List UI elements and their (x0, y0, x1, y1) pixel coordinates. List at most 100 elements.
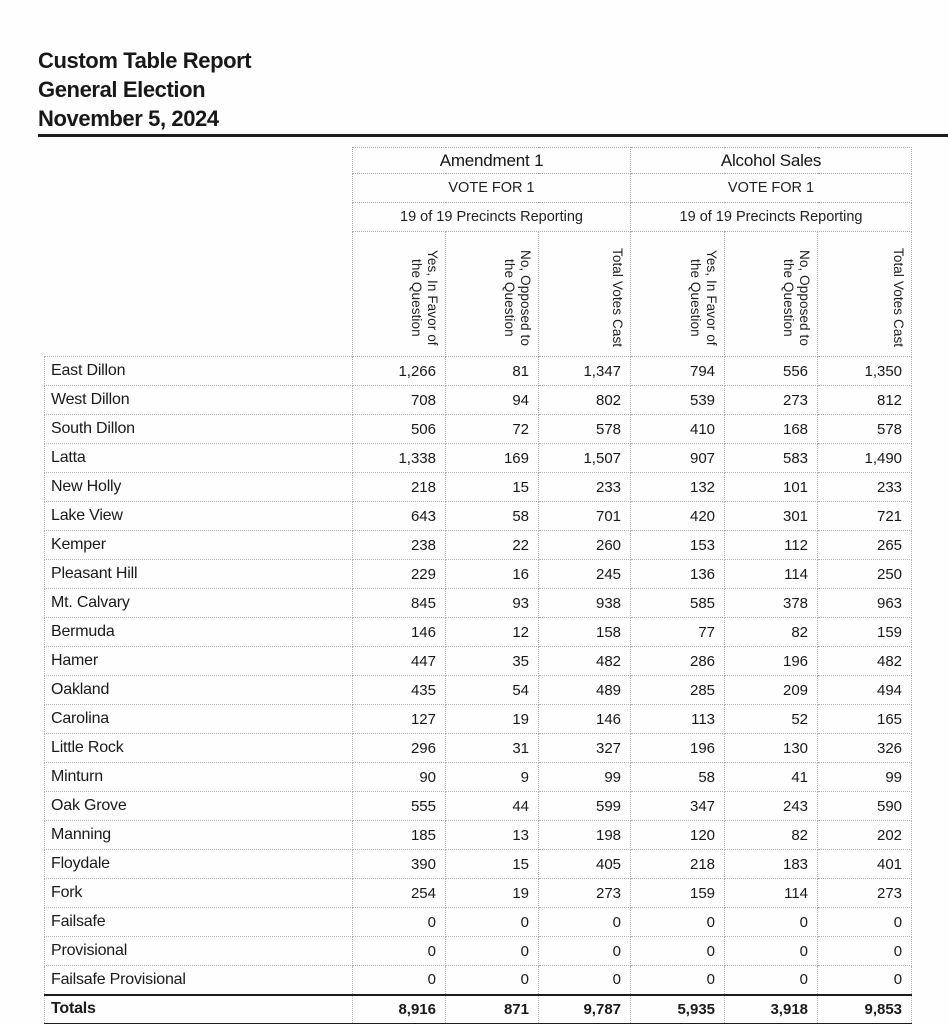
vote-count: 1,347 (537, 356, 632, 386)
vote-count: 410 (630, 414, 726, 444)
vote-count: 643 (352, 501, 446, 531)
vertical-text: Total Votes Cast (890, 239, 906, 356)
vote-count: 77 (630, 617, 726, 647)
vote-count: 94 (445, 385, 539, 415)
vote-count: 390 (352, 849, 446, 879)
vote-count: 165 (817, 704, 913, 734)
vote-count: 198 (537, 820, 632, 850)
column-header-row: Yes, In Favor of the Question No, Opposed … (45, 231, 913, 357)
vote-count: 405 (537, 849, 632, 879)
vote-count: 196 (724, 646, 819, 676)
vote-count: 0 (537, 965, 632, 995)
vote-count: 238 (352, 530, 446, 560)
vote-count: 9 (445, 762, 539, 792)
precinct-name: West Dillon (44, 385, 353, 415)
vote-count: 845 (352, 588, 446, 618)
vote-count: 0 (352, 936, 446, 966)
vote-count: 112 (724, 530, 819, 560)
vote-count: 378 (724, 588, 819, 618)
precinct-row: Carolina 127 19 146 113 52 165 (44, 704, 913, 734)
precinct-name: Carolina (44, 704, 353, 734)
column-header-line: Yes, In Favor of (704, 249, 720, 346)
precinct-row: Little Rock 296 31 327 196 130 326 (44, 733, 913, 763)
precinct-row: Kemper 238 22 260 153 112 265 (44, 530, 913, 560)
precinct-name: Bermuda (44, 617, 353, 647)
header-spacer (45, 148, 353, 174)
precinct-name: Failsafe (44, 907, 353, 937)
precinct-name: East Dillon (44, 356, 353, 386)
vote-count: 556 (724, 356, 819, 386)
vote-count: 132 (630, 472, 726, 502)
vote-count: 168 (724, 414, 819, 444)
vote-count: 0 (445, 936, 539, 966)
vote-count: 1,490 (817, 443, 913, 473)
vote-count: 555 (352, 791, 446, 821)
vote-count: 136 (630, 559, 726, 589)
vertical-text-wrap: Yes, In Favor of the Question (353, 232, 445, 356)
precinct-name: Pleasant Hill (44, 559, 353, 589)
precinct-row: Failsafe Provisional 0 0 0 0 0 0 (44, 965, 913, 995)
vote-count: 19 (445, 704, 539, 734)
vote-count: 120 (630, 820, 726, 850)
vote-count: 326 (817, 733, 913, 763)
vote-count: 583 (724, 443, 819, 473)
vote-count: 93 (445, 588, 539, 618)
vote-count: 245 (537, 559, 632, 589)
vertical-text: Yes, In Favor of the Question (687, 239, 719, 356)
header-spacer (45, 174, 353, 203)
vote-count: 0 (817, 936, 913, 966)
totals-label: Totals (44, 993, 353, 1024)
vote-count: 233 (817, 472, 913, 502)
report-title: Custom Table Report (38, 48, 252, 73)
vote-count: 31 (445, 733, 539, 763)
precinct-row: Floydale 390 15 405 218 183 401 (44, 849, 913, 879)
precincts-reporting-row: 19 of 19 Precincts Reporting 19 of 19 Pr… (45, 202, 913, 232)
vote-count: 0 (817, 965, 913, 995)
vote-count: 15 (445, 849, 539, 879)
vote-count: 146 (352, 617, 446, 647)
vote-count: 250 (817, 559, 913, 589)
question-title-amendment-1: Amendment 1 (351, 147, 632, 174)
vote-count: 435 (352, 675, 446, 705)
vote-count: 202 (817, 820, 913, 850)
vote-count: 44 (445, 791, 539, 821)
vote-count: 58 (445, 501, 539, 531)
totals-value: 9,853 (817, 993, 913, 1024)
vote-count: 81 (445, 356, 539, 386)
totals-value: 9,787 (537, 993, 632, 1024)
vote-count: 41 (724, 762, 819, 792)
vertical-text-wrap: Total Votes Cast (539, 232, 630, 356)
column-header-line: Total Votes Cast (891, 247, 907, 348)
header-spacer (45, 232, 353, 357)
column-header-line: the Question (409, 258, 424, 337)
vertical-text: Total Votes Cast (609, 239, 625, 356)
precinct-row: Bermuda 146 12 158 77 82 159 (44, 617, 913, 647)
vote-for-label: VOTE FOR 1 (351, 173, 632, 203)
vote-count: 1,266 (352, 356, 446, 386)
vote-count: 578 (537, 414, 632, 444)
column-header-line: Total Votes Cast (610, 247, 626, 348)
vote-count: 273 (817, 878, 913, 908)
precinct-row: Latta 1,338 169 1,507 907 583 1,490 (44, 443, 913, 473)
vote-count: 15 (445, 472, 539, 502)
vote-count: 0 (724, 936, 819, 966)
vote-count: 82 (724, 617, 819, 647)
vertical-text-wrap: Total Votes Cast (818, 232, 911, 356)
vote-count: 52 (724, 704, 819, 734)
vote-count: 0 (630, 936, 726, 966)
vote-count: 16 (445, 559, 539, 589)
precinct-name: Fork (44, 878, 353, 908)
column-header-no-opposed: No, Opposed to the Question (724, 231, 819, 357)
vote-count: 185 (352, 820, 446, 850)
vote-count: 183 (724, 849, 819, 879)
vote-for-label: VOTE FOR 1 (630, 173, 913, 203)
totals-value: 3,918 (724, 993, 819, 1024)
vote-count: 301 (724, 501, 819, 531)
precinct-name: Kemper (44, 530, 353, 560)
vote-count: 1,507 (537, 443, 632, 473)
precinct-name: Oak Grove (44, 791, 353, 821)
vote-count: 578 (817, 414, 913, 444)
vote-count: 812 (817, 385, 913, 415)
vote-count: 233 (537, 472, 632, 502)
